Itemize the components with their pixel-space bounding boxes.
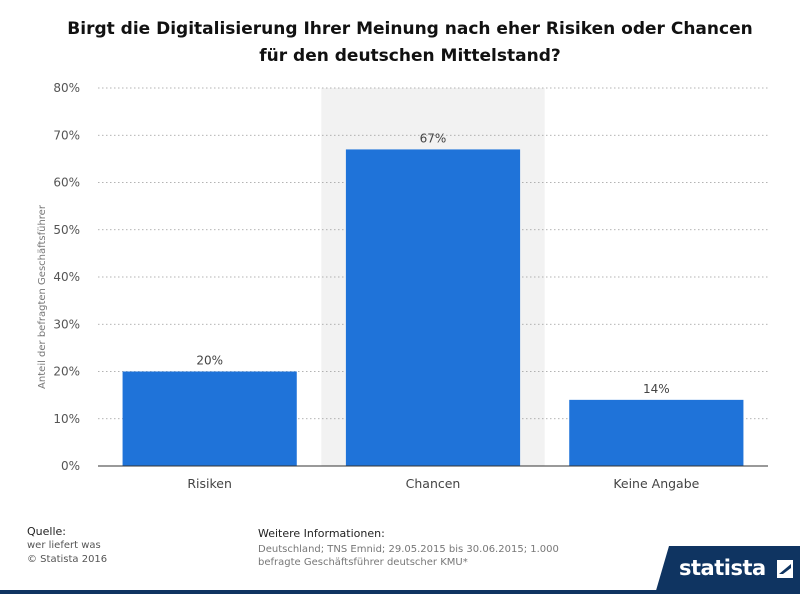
value-label: 14% <box>643 382 670 396</box>
statista-logo[interactable]: statista <box>655 546 800 594</box>
chart-title: Birgt die Digitalisierung Ihrer Meinung … <box>67 19 753 66</box>
y-tick-label: 50% <box>53 223 80 237</box>
bar-chart: 0% 10% 20% 30% 40% 50% 60% 70% 80% 20% 67% 14% Ris… <box>37 81 768 491</box>
value-label: 20% <box>196 354 223 368</box>
bars <box>122 149 744 467</box>
logo-mark-icon <box>777 560 793 578</box>
logo-wordmark: statista <box>679 556 766 580</box>
value-labels: 20% 67% 14% <box>196 131 669 395</box>
category-label: Keine Angabe <box>613 476 699 491</box>
y-tick-label: 60% <box>53 176 80 190</box>
source-block: Quelle: wer liefert was © Statista 2016 <box>27 525 107 567</box>
footer-rule <box>0 590 800 594</box>
y-tick-label: 40% <box>53 270 80 284</box>
y-axis-label: Anteil der befragten Geschäftsführer <box>37 204 48 389</box>
value-label: 67% <box>420 131 447 145</box>
info-block: Weitere Informationen: Deutschland; TNS … <box>258 527 578 569</box>
info-text: Deutschland; TNS Emnid; 29.05.2015 bis 3… <box>258 544 559 568</box>
y-tick-label: 80% <box>53 81 80 95</box>
bar[interactable] <box>569 399 744 466</box>
source-heading: Quelle: <box>27 525 66 538</box>
source-line-1[interactable]: wer liefert was <box>27 540 101 551</box>
category-labels: Risiken Chancen Keine Angabe <box>187 476 699 491</box>
y-tick-label: 10% <box>53 412 80 426</box>
source-line-2: © Statista 2016 <box>27 554 108 565</box>
bar[interactable] <box>345 149 521 467</box>
bar[interactable] <box>122 371 297 467</box>
y-tick-label: 70% <box>53 128 80 142</box>
y-tick-label: 0% <box>61 459 80 473</box>
y-tick-labels: 0% 10% 20% 30% 40% 50% 60% 70% 80% <box>53 81 80 473</box>
info-heading: Weitere Informationen: <box>258 527 385 540</box>
category-label: Risiken <box>187 476 232 491</box>
y-tick-label: 30% <box>53 317 80 331</box>
y-tick-label: 20% <box>53 365 80 379</box>
category-label: Chancen <box>406 476 461 491</box>
